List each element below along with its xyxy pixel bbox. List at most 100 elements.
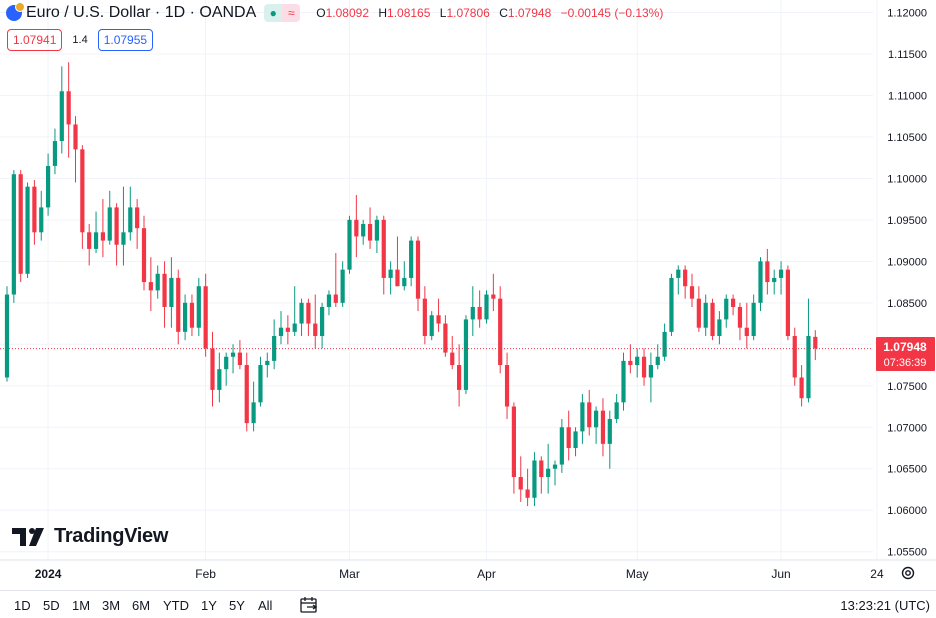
candle-body [813, 336, 818, 349]
candle [121, 186, 126, 266]
candle [354, 194, 359, 258]
candle [306, 298, 311, 336]
candle-body [340, 269, 345, 303]
price-axis[interactable]: 1.12000 1.11500 1.11000 1.10500 1.10000 1.095… [887, 7, 927, 558]
time-tick-label: 24 [870, 567, 884, 581]
candle [717, 311, 722, 345]
legend-header: Euro / U.S. Dollar · 1D · OANDA ● ≈ O1.0… [6, 2, 669, 24]
candle-body [737, 306, 743, 328]
candle [806, 298, 811, 403]
candle [511, 402, 516, 494]
candle [135, 199, 140, 249]
candle [244, 352, 249, 432]
candle [237, 340, 242, 370]
candle-body [518, 477, 523, 490]
candle [189, 294, 195, 336]
candle [710, 298, 715, 341]
candle [765, 248, 770, 295]
candle-body [59, 91, 64, 142]
candle [641, 348, 647, 386]
candle-body [600, 410, 606, 444]
candle-body [292, 323, 297, 332]
market-status[interactable]: ● ≈ [264, 4, 301, 22]
bottom-toolbar: 1D 5D 1M 3M 6M YTD 1Y 5Y All 13:23:21 (UTC) [0, 590, 936, 618]
candle-body [128, 207, 133, 233]
settings-gear-icon[interactable] [900, 565, 916, 581]
candle [39, 190, 44, 241]
candle-body [765, 261, 770, 283]
candle [457, 344, 462, 407]
last-price-label: 1.07948 [883, 340, 927, 354]
candle [128, 186, 133, 241]
go-to-date-calendar-icon[interactable] [299, 596, 319, 614]
timeframe-button-5y[interactable]: 5Y [229, 598, 245, 613]
candle [532, 452, 537, 507]
candle [477, 290, 482, 328]
price-tick-label: 1.11000 [888, 90, 927, 102]
buy-price-button[interactable]: 1.07955 [97, 29, 154, 51]
candle-body [176, 277, 181, 332]
candle [59, 66, 64, 154]
candle-body [525, 489, 530, 498]
timeframe-button-5d[interactable]: 5D [43, 598, 60, 613]
candle [758, 257, 763, 312]
price-tick-label: 1.09500 [887, 215, 927, 227]
candle-body [388, 269, 393, 278]
sell-price-button[interactable]: 1.07941 [7, 29, 63, 51]
candle [4, 286, 10, 382]
timeframe-button-6m[interactable]: 6M [132, 598, 151, 613]
candle [525, 468, 530, 507]
price-tick-label: 1.07500 [887, 381, 927, 393]
market-open-dot-icon[interactable]: ● [264, 4, 283, 22]
timeframe-button-1m[interactable]: 1M [72, 598, 91, 613]
timeframe-button-ytd[interactable]: YTD [163, 598, 189, 613]
data-delay-approx-icon[interactable]: ≈ [282, 4, 301, 22]
candle [799, 365, 804, 407]
candle [32, 180, 37, 245]
candles [4, 62, 818, 507]
low-label: L [439, 6, 447, 20]
candle [648, 352, 653, 403]
candle [107, 190, 112, 245]
candle-body [511, 406, 516, 478]
candle-body [265, 360, 270, 366]
candle [498, 286, 503, 374]
time-axis[interactable]: 2024 Feb Mar Apr May Jun 24 [35, 567, 884, 581]
price-tick-label: 1.10500 [887, 132, 927, 144]
candle [422, 286, 427, 345]
candle [744, 302, 749, 349]
time-tick-label: May [626, 567, 649, 581]
time-tick-label: 2024 [35, 567, 62, 581]
timeframe-button-1d[interactable]: 1D [14, 598, 31, 613]
spread-value: 1.4 [72, 34, 88, 46]
candle [347, 215, 352, 274]
candle-body [607, 418, 612, 444]
candle-body [326, 294, 332, 307]
candle-body [621, 360, 626, 403]
timeframe-button-all[interactable]: All [258, 598, 273, 613]
price-tick-label: 1.09000 [887, 256, 927, 268]
candle-body [573, 431, 578, 448]
candle-body [662, 331, 667, 357]
candle-body [162, 273, 167, 307]
tradingview-logo[interactable]: TradingView [12, 525, 168, 548]
timeframe-button-1y[interactable]: 1Y [201, 598, 217, 613]
candle [655, 344, 660, 370]
candle-body [217, 369, 222, 390]
candle [87, 224, 92, 266]
candle [436, 298, 441, 332]
price-tick-label: 1.08500 [887, 298, 927, 310]
candle [724, 294, 729, 328]
candle-body [299, 302, 304, 324]
symbol-flag-icon [6, 2, 25, 21]
candle [203, 273, 208, 357]
candle-body [546, 468, 551, 478]
candle-body [196, 286, 201, 328]
symbol-title[interactable]: Euro / U.S. Dollar · 1D · OANDA [26, 4, 257, 21]
candle-body [477, 306, 482, 320]
timeframe-button-3m[interactable]: 3M [102, 598, 121, 613]
candle-body [52, 141, 58, 166]
candle [778, 261, 784, 295]
utc-clock[interactable]: 13:23:21 (UTC) [840, 598, 930, 613]
chart-canvas[interactable]: 1.12000 1.11500 1.11000 1.10500 1.10000 1.095… [0, 0, 936, 590]
